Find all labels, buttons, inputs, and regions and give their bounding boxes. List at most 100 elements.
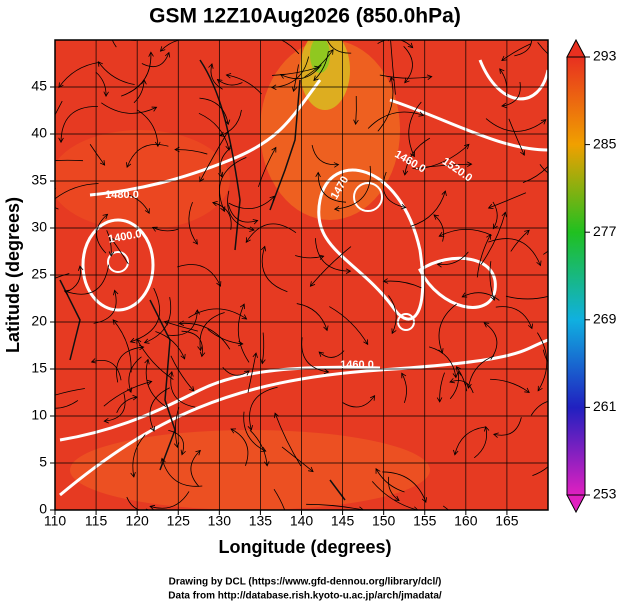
- stream-arrow: [199, 176, 205, 183]
- streamline: [126, 143, 169, 168]
- streamline: [382, 171, 406, 208]
- stream-arrow: [197, 345, 203, 352]
- stream-arrow: [323, 368, 330, 375]
- streamline: [190, 450, 201, 487]
- streamline: [55, 159, 84, 162]
- streamline: [247, 352, 257, 393]
- streamline: [177, 264, 221, 287]
- streamline: [404, 137, 431, 176]
- streamline: [488, 192, 527, 209]
- streamline: [280, 40, 300, 55]
- stream-arrow: [39, 142, 43, 147]
- stream-arrow: [160, 457, 166, 464]
- stream-arrow: [313, 75, 319, 82]
- colorbar-tick-label: 277: [593, 223, 617, 239]
- stream-arrow: [151, 226, 158, 232]
- stream-arrow: [501, 55, 507, 62]
- stream-arrow: [441, 190, 447, 196]
- stream-arrow: [146, 379, 153, 386]
- streamline: [110, 237, 129, 265]
- streamline: [408, 101, 422, 157]
- y-tick-label: 0: [39, 501, 47, 517]
- streamline: [132, 434, 146, 477]
- streamline: [222, 367, 250, 376]
- streamline: [207, 328, 243, 345]
- streamline: [439, 372, 445, 402]
- stream-arrow: [130, 472, 136, 478]
- streamline: [410, 190, 446, 227]
- stream-arrow: [269, 195, 276, 202]
- stream-arrow: [455, 366, 462, 372]
- streamline: [55, 207, 59, 210]
- stream-arrow: [244, 370, 250, 376]
- stream-arrow: [407, 42, 414, 49]
- streamline: [145, 359, 167, 407]
- stream-arrow: [402, 170, 409, 176]
- streamline: [226, 74, 262, 95]
- stream-arrow: [369, 395, 376, 401]
- stream-arrow: [466, 161, 473, 167]
- streamline: [170, 355, 195, 392]
- streamline: [55, 388, 85, 396]
- streamline: [199, 312, 225, 351]
- stream-arrow: [555, 292, 560, 296]
- stream-arrow: [453, 449, 459, 456]
- stream-arrow: [168, 370, 174, 377]
- credit: Drawing by DCL (https://www.gfd-dennou.o…: [169, 577, 442, 588]
- stream-arrow: [149, 425, 155, 432]
- streamline: [249, 429, 268, 466]
- streamline: [168, 429, 184, 455]
- streamline: [480, 212, 506, 265]
- stream-arrow: [271, 84, 277, 90]
- stream-arrow: [483, 425, 490, 432]
- streamline: [508, 118, 525, 156]
- contour-label: 1400.0: [107, 228, 142, 246]
- stream-arrow: [394, 495, 400, 501]
- stream-arrow: [216, 78, 223, 85]
- stream-arrow: [401, 372, 407, 379]
- streamline: [329, 306, 369, 345]
- streamline: [97, 61, 135, 85]
- streamline: [306, 503, 364, 510]
- stream-arrow: [520, 150, 526, 156]
- streamline: [106, 230, 112, 257]
- stream-arrow: [492, 223, 498, 230]
- streamline: [537, 332, 548, 392]
- streamline: [210, 63, 223, 90]
- streamline: [58, 61, 100, 88]
- streamline: [155, 331, 186, 360]
- credit: Data from http://database.rish.kyoto-u.a…: [168, 591, 442, 602]
- streamline: [388, 295, 397, 334]
- stream-arrow: [315, 171, 321, 178]
- streamline: [295, 255, 324, 259]
- stream-arrow: [375, 468, 381, 474]
- streamline: [388, 476, 400, 501]
- stream-arrow: [126, 162, 132, 168]
- contour-label: 1460.0: [340, 359, 374, 371]
- streamline: [133, 79, 145, 104]
- stream-arrow: [189, 386, 195, 392]
- streamline: [64, 264, 110, 295]
- streamline: [227, 190, 255, 231]
- x-tick-label: 110: [44, 513, 67, 529]
- stream-arrow: [77, 265, 84, 271]
- streamline: [314, 238, 351, 272]
- streamline: [532, 466, 548, 476]
- stream-arrow: [102, 213, 109, 220]
- colorbar-tick-label: 253: [593, 486, 617, 502]
- stream-arrow: [260, 446, 267, 452]
- colorbar-tick-label: 293: [593, 48, 617, 64]
- streamline: [230, 428, 249, 466]
- stream-arrow: [63, 289, 70, 295]
- streamline: [65, 266, 81, 293]
- stream-arrow: [333, 162, 340, 168]
- streamline: [456, 366, 468, 392]
- streamline: [539, 164, 548, 174]
- x-axis-label: Longitude (degrees): [218, 537, 391, 557]
- x-tick-label: 150: [372, 513, 396, 529]
- stream-arrow: [225, 144, 231, 151]
- stream-arrow: [225, 72, 232, 79]
- stream-arrow: [438, 231, 445, 237]
- streamline: [170, 371, 196, 408]
- streamline: [501, 43, 532, 61]
